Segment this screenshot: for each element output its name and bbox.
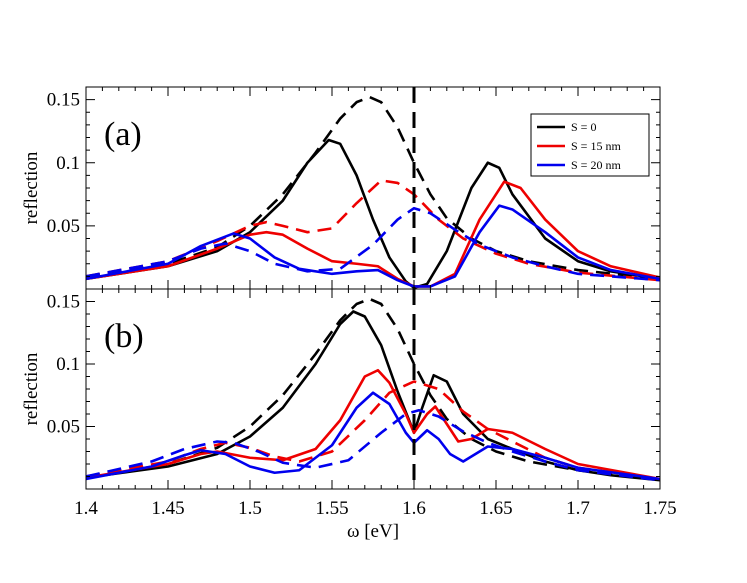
xtick-label: 1.5 — [238, 498, 262, 519]
xtick-label: 1.4 — [74, 498, 98, 519]
legend-label-s-15-nm: S = 15 nm — [571, 139, 621, 153]
panel-b-ytick-label: 0.1 — [56, 354, 80, 375]
xtick-label: 1.55 — [315, 498, 348, 519]
xtick-label: 1.75 — [643, 498, 676, 519]
panel-b-series-s-20-nm-uncoupled-dashed — [86, 408, 660, 482]
xtick-label: 1.7 — [566, 498, 590, 519]
x-axis-title: ω [eV] — [347, 521, 399, 542]
panel-b-label: (b) — [104, 318, 144, 355]
panel-a-ytick-label: 0.15 — [47, 90, 80, 111]
panel-b-series-s-0-uncoupled-dashed — [86, 297, 660, 481]
panel-a-ytick-label: 0.1 — [56, 153, 80, 174]
xtick-label: 1.65 — [479, 498, 512, 519]
xtick-label: 1.45 — [151, 498, 184, 519]
panel-b-plot-area — [86, 297, 660, 482]
panel-a-ylabel: reflection — [21, 151, 42, 224]
panel-b-ylabel: reflection — [21, 352, 42, 425]
panel-a-plot-area — [86, 95, 660, 289]
panel-b-ytick-label: 0.05 — [47, 417, 80, 438]
panel-a-ytick-label: 0.05 — [47, 216, 80, 237]
xtick-label: 1.6 — [402, 498, 426, 519]
panel-b-series-s-15-nm-solid — [86, 368, 660, 481]
panel-a-label: (a) — [104, 116, 142, 153]
panel-a-series-s-20-nm-solid — [86, 204, 660, 288]
panel-a-series-s-20-nm-uncoupled-dashed — [86, 206, 660, 282]
panel-b-series-s-15-nm-uncoupled-dashed — [86, 380, 660, 481]
panel-b-series-s-20-nm-solid — [86, 391, 660, 481]
legend-label-s-0: S = 0 — [571, 120, 596, 134]
panel-b-ytick-label: 0.15 — [47, 292, 80, 313]
panel-a-series-s-15-nm-uncoupled-dashed — [86, 179, 660, 282]
legend-label-s-20-nm: S = 20 nm — [571, 158, 621, 172]
